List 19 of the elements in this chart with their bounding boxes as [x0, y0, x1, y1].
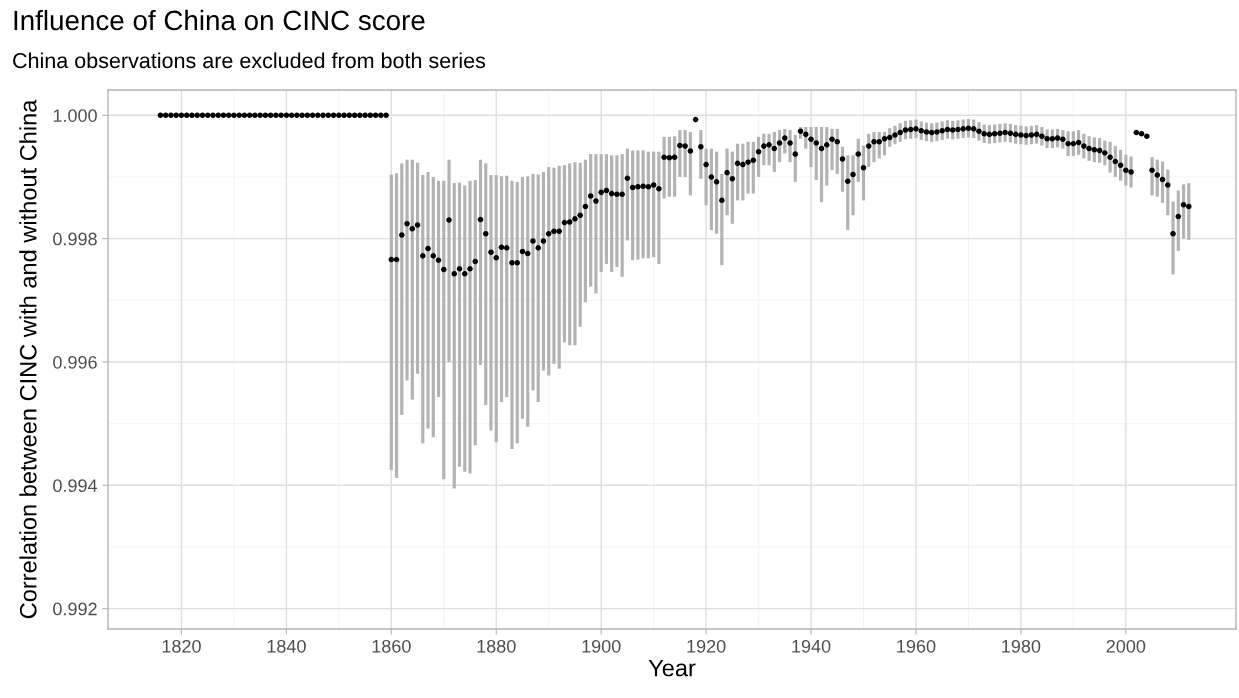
chart-title: Influence of China on CINC score	[14, 9, 425, 31]
x-tick-label: 1920	[687, 639, 726, 653]
x-tick-label: 1900	[582, 639, 621, 653]
y-tick-label: 0.998	[53, 232, 97, 246]
y-tick-label: 0.992	[53, 602, 97, 616]
x-tick-label: 1960	[897, 639, 936, 653]
x-tick-label: 1980	[1002, 639, 1041, 653]
y-tick-label: 1.000	[53, 109, 97, 122]
x-tick-label: 1940	[792, 639, 831, 653]
x-tick-label: 2000	[1106, 639, 1146, 653]
x-axis-title: Year	[648, 659, 696, 677]
y-tick-label: 0.994	[53, 479, 98, 493]
x-tick-label: 1880	[477, 639, 516, 653]
x-tick-label: 1820	[162, 639, 201, 653]
x-tick-label: 1840	[267, 639, 306, 653]
y-tick-label: 0.996	[53, 355, 97, 369]
x-tick-label: 1860	[372, 639, 411, 653]
y-axis-title: Correlation between CINC with and without China	[19, 99, 37, 619]
chart-subtitle: China observations are excluded from both series	[13, 52, 486, 69]
